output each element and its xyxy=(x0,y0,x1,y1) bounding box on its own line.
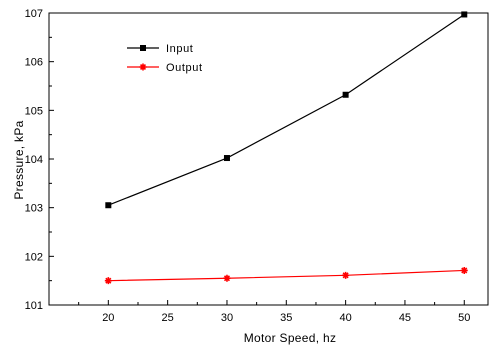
y-tick-label: 102 xyxy=(25,251,43,263)
series-line-input xyxy=(108,13,465,206)
y-axis: 101 102 103 104 105 106 107 xyxy=(25,8,54,312)
x-axis: 20 25 30 35 40 45 50 xyxy=(78,300,470,324)
y-tick-label: 104 xyxy=(25,154,43,166)
y-tick-label: 103 xyxy=(25,203,43,215)
data-point-input xyxy=(105,202,112,209)
y-tick-label: 101 xyxy=(25,300,43,312)
data-point-output xyxy=(460,266,468,274)
data-point-output xyxy=(342,271,350,279)
x-tick-label: 50 xyxy=(458,312,470,324)
plot-frame xyxy=(48,12,489,306)
x-tick-label: 40 xyxy=(339,312,351,324)
y-axis-label: Pressure, kPa xyxy=(12,120,26,199)
x-axis-label: Motor Speed, hz xyxy=(244,331,337,345)
series-line-output xyxy=(108,269,465,282)
x-tick-label: 25 xyxy=(162,312,174,324)
data-point-output xyxy=(104,277,112,285)
series-layer xyxy=(104,11,468,285)
legend: Input Output xyxy=(127,43,203,74)
y-tick-label: 106 xyxy=(25,57,43,69)
data-point-output xyxy=(223,274,231,282)
data-point-input xyxy=(461,11,468,18)
x-tick-label: 20 xyxy=(102,312,114,324)
y-tick-label: 105 xyxy=(25,105,43,117)
legend-marker-input xyxy=(140,45,146,51)
data-point-input xyxy=(223,155,230,162)
y-tick-label: 107 xyxy=(25,8,43,20)
legend-label-output: Output xyxy=(166,62,203,74)
data-point-input xyxy=(342,91,349,98)
x-tick-label: 30 xyxy=(221,312,233,324)
legend-marker-output xyxy=(139,63,147,71)
x-tick-label: 45 xyxy=(399,312,411,324)
legend-label-input: Input xyxy=(166,43,193,55)
x-tick-label: 35 xyxy=(280,312,292,324)
